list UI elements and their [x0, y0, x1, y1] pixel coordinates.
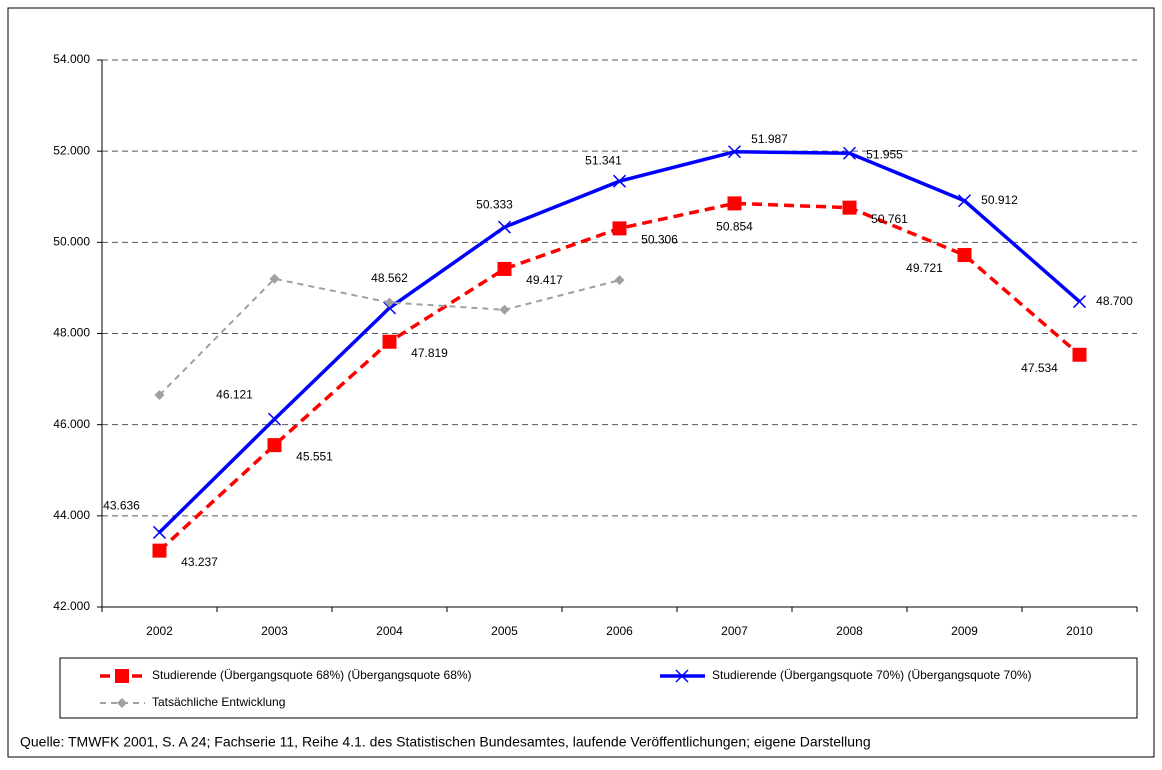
data-point	[152, 525, 167, 539]
legend-marker	[115, 669, 129, 683]
data-point	[1072, 347, 1087, 362]
legend-marker	[675, 669, 689, 683]
data-point	[614, 275, 625, 286]
data-point	[727, 196, 742, 211]
data-point	[1072, 295, 1087, 309]
data-point	[842, 146, 857, 160]
x-tick-label: 2008	[836, 624, 863, 638]
data-label: 43.636	[103, 499, 140, 513]
x-tick-label: 2009	[951, 624, 978, 638]
data-label: 50.761	[871, 212, 908, 226]
y-tick-label: 54.000	[53, 52, 90, 66]
x-tick-label: 2006	[606, 624, 633, 638]
data-point	[497, 261, 512, 276]
y-tick-label: 46.000	[53, 417, 90, 431]
data-point	[269, 273, 280, 284]
y-tick-label: 44.000	[53, 508, 90, 522]
legend-box	[59, 657, 1138, 719]
data-label: 43.237	[181, 555, 218, 569]
legend-label: Studierende (Übergangsquote 70%) (Überga…	[712, 668, 1032, 682]
data-point	[612, 221, 627, 236]
legend-label: Studierende (Übergangsquote 68%) (Überga…	[152, 668, 472, 682]
data-label: 48.562	[371, 271, 408, 285]
y-tick-label: 48.000	[53, 326, 90, 340]
data-point	[727, 145, 742, 159]
x-tick-label: 2005	[491, 624, 518, 638]
data-label: 49.417	[526, 273, 563, 287]
data-label: 50.854	[716, 220, 753, 234]
data-point	[612, 174, 627, 188]
data-point	[152, 543, 167, 558]
x-tick-label: 2004	[376, 624, 403, 638]
data-label: 45.551	[296, 449, 333, 463]
data-label: 49.721	[906, 261, 943, 275]
data-label: 47.534	[1021, 361, 1058, 375]
x-tick-label: 2003	[261, 624, 288, 638]
data-label: 50.306	[641, 233, 678, 247]
data-point	[267, 412, 282, 426]
data-label: 50.333	[476, 197, 513, 211]
data-point	[499, 304, 510, 315]
data-point	[267, 438, 282, 453]
data-point	[842, 200, 857, 215]
source-note: Quelle: TMWFK 2001, S. A 24; Fachserie 1…	[20, 734, 871, 750]
data-point	[384, 297, 395, 308]
y-tick-label: 52.000	[53, 143, 90, 157]
chart-frame	[7, 7, 1155, 758]
y-tick-label: 50.000	[53, 235, 90, 249]
x-tick-label: 2002	[146, 624, 173, 638]
data-label: 51.341	[585, 153, 622, 167]
data-point	[957, 194, 972, 208]
data-point	[497, 220, 512, 234]
data-label: 51.955	[866, 147, 903, 161]
data-point	[382, 334, 397, 349]
y-tick-label: 42.000	[53, 599, 90, 613]
data-point	[957, 248, 972, 263]
data-point	[382, 301, 397, 315]
x-tick-label: 2007	[721, 624, 748, 638]
data-label: 50.912	[981, 193, 1018, 207]
data-label: 46.121	[216, 387, 253, 401]
data-label: 48.700	[1096, 294, 1133, 308]
legend-label: Tatsächliche Entwicklung	[152, 695, 285, 709]
data-label: 47.819	[411, 346, 448, 360]
legend-marker	[117, 698, 127, 708]
data-point	[154, 390, 165, 401]
data-label: 51.987	[751, 132, 788, 146]
x-tick-label: 2010	[1066, 624, 1093, 638]
